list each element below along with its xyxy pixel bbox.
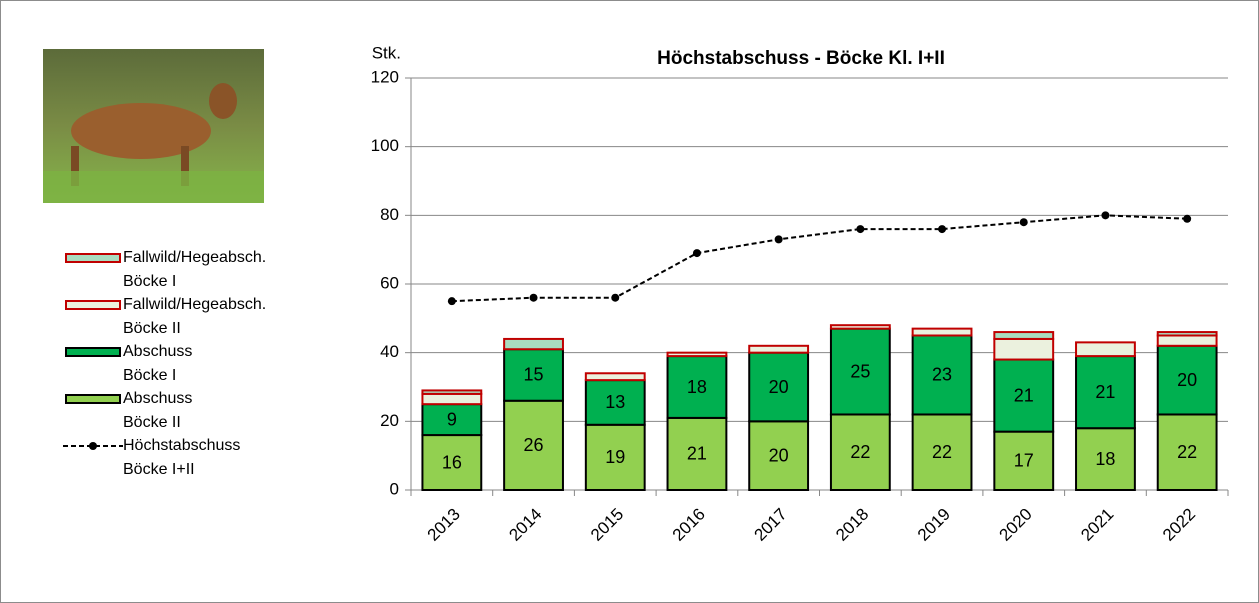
line-point bbox=[1183, 215, 1191, 223]
x-tick-label: 2020 bbox=[996, 505, 1036, 545]
y-tick-label: 60 bbox=[380, 273, 399, 292]
line-point bbox=[693, 249, 701, 257]
legend-item: Fallwild/Hegeabsch. Böcke I bbox=[63, 246, 266, 293]
value-label: 17 bbox=[1014, 451, 1034, 471]
legend-label: Höchstabschuss Böcke I+II bbox=[123, 434, 240, 481]
legend-swatch bbox=[63, 246, 123, 269]
value-label: 22 bbox=[850, 442, 870, 462]
line-point bbox=[1101, 211, 1109, 219]
bar-segment bbox=[504, 339, 563, 349]
value-label: 25 bbox=[850, 361, 870, 381]
value-label: 21 bbox=[1095, 382, 1115, 402]
y-tick-label: 120 bbox=[371, 67, 399, 86]
bar-segment bbox=[1158, 336, 1217, 346]
bar-segment bbox=[749, 346, 808, 353]
bar-segment bbox=[913, 329, 972, 336]
page: Stk. Höchstabschuss - Böcke Kl. I+II 0 20… bbox=[0, 0, 1259, 603]
value-label: 20 bbox=[769, 445, 789, 465]
legend-item: Abschuss Böcke II bbox=[63, 387, 266, 434]
x-tick-label: 2021 bbox=[1077, 505, 1117, 545]
value-label: 21 bbox=[1014, 385, 1034, 405]
x-tick-label: 2013 bbox=[424, 505, 464, 545]
value-label: 18 bbox=[1095, 449, 1115, 469]
x-tick-label: 2016 bbox=[669, 505, 709, 545]
line-point bbox=[448, 297, 456, 305]
value-label: 23 bbox=[932, 365, 952, 385]
x-tick-label: 2017 bbox=[750, 505, 790, 545]
swatch-box bbox=[65, 394, 121, 404]
value-label: 22 bbox=[932, 442, 952, 462]
y-tick-label: 0 bbox=[390, 479, 399, 498]
value-label: 15 bbox=[524, 365, 544, 385]
value-label: 16 bbox=[442, 452, 462, 472]
bar-segment bbox=[586, 373, 645, 380]
swatch-box bbox=[65, 347, 121, 357]
legend-label: Abschuss Böcke I bbox=[123, 340, 192, 387]
bar-segment bbox=[668, 353, 727, 356]
legend-swatch bbox=[63, 434, 123, 457]
y-tick-label: 40 bbox=[380, 342, 399, 361]
swatch-box bbox=[65, 300, 121, 310]
chart-title: Höchstabschuss - Böcke Kl. I+II bbox=[657, 48, 945, 69]
legend-label: Abschuss Böcke II bbox=[123, 387, 192, 434]
legend-item: Fallwild/Hegeabsch. Böcke II bbox=[63, 293, 266, 340]
x-tick-label: 2022 bbox=[1159, 505, 1199, 545]
line-point bbox=[611, 294, 619, 302]
bar-segment bbox=[1158, 332, 1217, 335]
value-label: 20 bbox=[1177, 370, 1197, 390]
value-label: 26 bbox=[524, 435, 544, 455]
y-tick-label: 20 bbox=[380, 411, 399, 430]
bar-segment bbox=[422, 390, 481, 393]
value-label: 20 bbox=[769, 377, 789, 397]
legend-label: Fallwild/Hegeabsch. Böcke I bbox=[123, 246, 266, 293]
bar-segment bbox=[1076, 342, 1135, 356]
swatch-box bbox=[65, 253, 121, 263]
line-point bbox=[1020, 218, 1028, 226]
legend-swatch bbox=[63, 387, 123, 410]
legend-item: Höchstabschuss Böcke I+II bbox=[63, 434, 266, 481]
value-label: 21 bbox=[687, 444, 707, 464]
y-tick-label: 80 bbox=[380, 205, 399, 224]
x-tick-label: 2015 bbox=[587, 505, 627, 545]
x-tick-label: 2019 bbox=[914, 505, 954, 545]
line-point bbox=[938, 225, 946, 233]
line-point bbox=[530, 294, 538, 302]
swatch-line bbox=[63, 440, 123, 452]
legend-swatch bbox=[63, 340, 123, 363]
y-axis-label: Stk. bbox=[372, 43, 401, 62]
legend-label: Fallwild/Hegeabsch. Böcke II bbox=[123, 293, 266, 340]
x-tick-label: 2014 bbox=[505, 505, 545, 545]
y-tick-label: 100 bbox=[371, 136, 399, 155]
value-label: 19 bbox=[605, 447, 625, 467]
line-point bbox=[856, 225, 864, 233]
bar-segment bbox=[994, 332, 1053, 339]
deer-photo bbox=[43, 49, 264, 203]
legend-swatch bbox=[63, 293, 123, 316]
value-label: 13 bbox=[605, 392, 625, 412]
value-label: 18 bbox=[687, 377, 707, 397]
value-label: 22 bbox=[1177, 442, 1197, 462]
line-point bbox=[775, 235, 783, 243]
line bbox=[452, 215, 1187, 301]
x-tick-label: 2018 bbox=[832, 505, 872, 545]
bar-segment bbox=[831, 325, 890, 328]
legend-item: Abschuss Böcke I bbox=[63, 340, 266, 387]
bar-segment bbox=[422, 394, 481, 404]
value-label: 9 bbox=[447, 409, 457, 429]
bar-segment bbox=[994, 339, 1053, 360]
